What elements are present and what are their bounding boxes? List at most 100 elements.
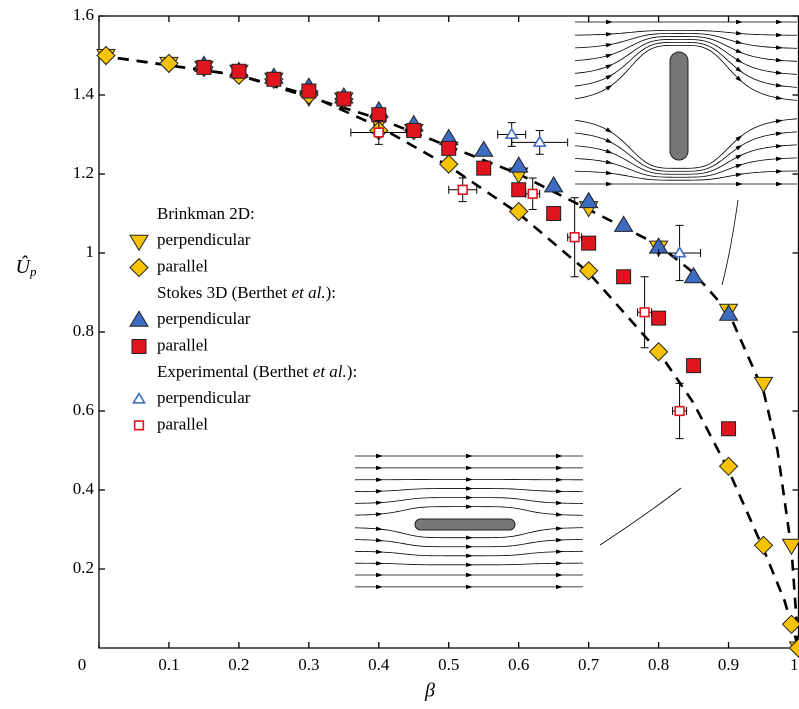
streamline-arrow bbox=[735, 164, 743, 169]
data-point bbox=[504, 127, 519, 140]
streamline-arrow bbox=[735, 57, 743, 63]
streamline-arrow bbox=[555, 489, 563, 494]
x-tick-label: 0.2 bbox=[228, 655, 249, 674]
streamline-arrow bbox=[375, 561, 383, 566]
y-tick-label: 0.4 bbox=[73, 479, 95, 498]
streamline-arrow bbox=[605, 127, 613, 133]
streamline-arrow bbox=[605, 148, 613, 154]
streamline-arrow bbox=[556, 584, 563, 590]
streamline-arrow bbox=[465, 504, 473, 509]
data-point bbox=[336, 91, 352, 107]
legend-title: Experimental (Berthet et al.): bbox=[157, 362, 357, 381]
streamline-arrow bbox=[775, 144, 783, 149]
data-point bbox=[543, 175, 564, 193]
streamline-arrow bbox=[606, 19, 613, 25]
legend-title: Stokes 3D (Berthet et al.): bbox=[157, 283, 336, 302]
streamline-arrow bbox=[555, 477, 563, 482]
y-tick-label: 0.6 bbox=[73, 400, 94, 419]
streamline-arrow bbox=[775, 82, 783, 88]
streamline-arrow bbox=[375, 500, 383, 506]
streamline-arrow bbox=[775, 119, 783, 124]
y-axis-label-main: Û bbox=[16, 254, 32, 278]
y-axis-label: Ûp bbox=[16, 254, 37, 279]
streamline-arrow bbox=[735, 39, 743, 45]
streamline-arrow bbox=[376, 453, 383, 459]
streamline bbox=[354, 506, 584, 516]
streamline-arrow bbox=[555, 537, 563, 543]
legend-label: parallel bbox=[157, 335, 208, 354]
streamline-arrow bbox=[376, 584, 383, 590]
data-point bbox=[266, 71, 282, 87]
streamline-arrow bbox=[556, 453, 563, 459]
streamline-arrow bbox=[775, 45, 783, 50]
rod-perpendicular bbox=[669, 51, 689, 161]
data-point bbox=[683, 266, 704, 284]
legend-label: perpendicular bbox=[157, 309, 251, 328]
streamline-arrow bbox=[776, 181, 783, 187]
streamline-arrow bbox=[605, 84, 613, 91]
streamline-arrow bbox=[465, 544, 473, 549]
data-point bbox=[639, 307, 650, 318]
streamline-arrow bbox=[465, 495, 473, 500]
streamline-arrow bbox=[605, 138, 613, 144]
streamline-arrow bbox=[465, 535, 473, 540]
legend-marker bbox=[131, 339, 147, 354]
x-tick-label: 0.7 bbox=[578, 655, 600, 674]
streamline-arrow bbox=[465, 553, 473, 558]
streamline-arrow bbox=[735, 66, 743, 73]
streamline-arrow bbox=[375, 512, 383, 517]
streamline-arrow bbox=[736, 181, 743, 187]
y-tick-label: 1.4 bbox=[73, 84, 95, 103]
streamline-arrow bbox=[605, 64, 613, 70]
data-point bbox=[441, 140, 457, 156]
data-point bbox=[578, 191, 599, 209]
data-point bbox=[581, 235, 597, 251]
streamline-arrow bbox=[375, 538, 383, 543]
streamline-arrow bbox=[375, 526, 383, 531]
data-point bbox=[196, 59, 212, 75]
data-point bbox=[371, 107, 387, 123]
streamline-arrow bbox=[735, 154, 743, 160]
streamline-arrow bbox=[605, 159, 613, 165]
data-point bbox=[648, 342, 669, 362]
x-tick-label: 0.8 bbox=[648, 655, 669, 674]
legend-title-part: Stokes 3D (Berthet bbox=[157, 283, 292, 302]
data-point bbox=[686, 358, 702, 374]
legend-label: perpendicular bbox=[157, 230, 251, 249]
legend-title-part: et al. bbox=[313, 362, 347, 381]
y-tick-label: 0.8 bbox=[73, 321, 94, 340]
y-tick-label: 0.2 bbox=[73, 558, 94, 577]
data-point bbox=[301, 83, 317, 99]
streamline-arrow bbox=[466, 584, 473, 590]
data-point bbox=[546, 206, 562, 221]
data-point bbox=[508, 201, 529, 222]
data-point bbox=[406, 123, 422, 139]
data-point bbox=[439, 154, 459, 174]
x-tick-label: 0.9 bbox=[718, 655, 739, 674]
legend-label: parallel bbox=[157, 414, 208, 433]
streamline-arrow bbox=[605, 43, 613, 48]
inset-pointer bbox=[721, 199, 739, 286]
streamline-arrow bbox=[775, 32, 783, 38]
data-point bbox=[511, 182, 527, 198]
streamline-arrow bbox=[735, 31, 743, 36]
flow-insets bbox=[354, 19, 798, 590]
x-tick-label: 0.6 bbox=[508, 655, 529, 674]
streamline-arrow bbox=[375, 477, 383, 482]
data-point bbox=[508, 156, 529, 173]
streamline-arrow bbox=[375, 489, 383, 494]
legend-title-part: Experimental (Berthet bbox=[157, 362, 313, 381]
data-point bbox=[231, 63, 247, 79]
legend-label: parallel bbox=[157, 257, 208, 276]
streamline-arrow bbox=[376, 572, 383, 578]
data-point bbox=[616, 269, 632, 285]
legend-marker bbox=[129, 234, 149, 252]
streamline-arrow bbox=[466, 453, 473, 459]
data-point bbox=[721, 421, 737, 437]
legend-title-part: ): bbox=[326, 283, 336, 302]
data-point bbox=[718, 456, 739, 477]
data-point bbox=[527, 188, 538, 199]
y-tick-label: 1.2 bbox=[73, 163, 94, 182]
legend-marker bbox=[129, 257, 149, 278]
